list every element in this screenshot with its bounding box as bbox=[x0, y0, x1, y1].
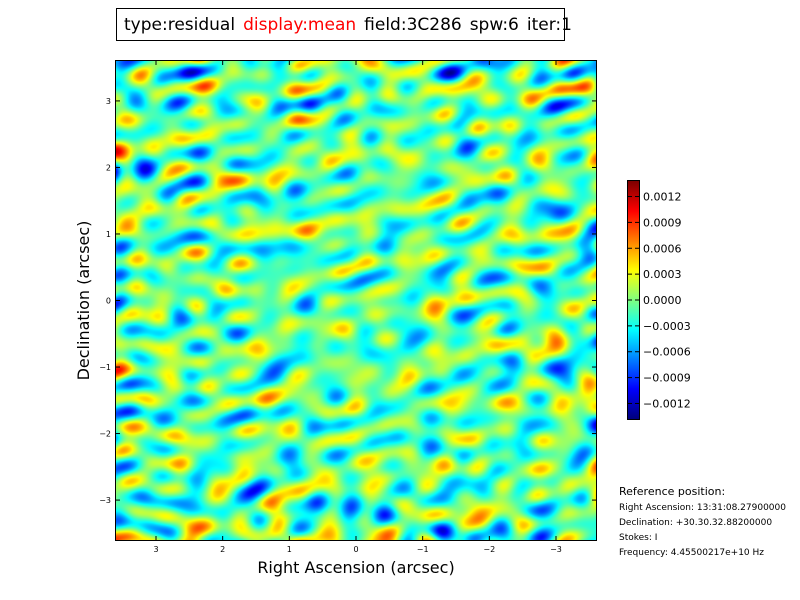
x-tick-label: −2 bbox=[483, 545, 495, 554]
title-spw: spw:6 bbox=[469, 14, 519, 35]
reference-position-panel: Reference position: Right Ascension: 13:… bbox=[619, 485, 786, 561]
x-axis-label: Right Ascension (arcsec) bbox=[257, 558, 454, 577]
y-tick-label: 2 bbox=[106, 163, 111, 172]
reference-ra: Right Ascension: 13:31:08.27900000 bbox=[619, 503, 786, 513]
reference-dec: Declination: +30.30.32.88200000 bbox=[619, 518, 773, 528]
residual-heatmap[interactable] bbox=[116, 61, 596, 540]
reference-stokes: Stokes: I bbox=[619, 533, 658, 543]
x-tick-label: 2 bbox=[220, 545, 225, 554]
y-axis-label: Declination (arcsec) bbox=[74, 221, 93, 381]
x-tick-label: 1 bbox=[287, 545, 292, 554]
reference-frequency: Frequency: 4.45500217e+10 Hz bbox=[619, 548, 765, 558]
colorbar-gradient bbox=[628, 181, 639, 419]
x-tick-label: −3 bbox=[550, 545, 562, 554]
y-tick-label: −1 bbox=[99, 363, 111, 372]
title-display: display:mean bbox=[243, 14, 357, 35]
y-tick-label: −2 bbox=[99, 430, 111, 439]
title-type: type:residual bbox=[124, 14, 236, 35]
y-tick-label: 0 bbox=[106, 297, 111, 306]
y-tick-label: 1 bbox=[106, 230, 111, 239]
y-tick-label: −3 bbox=[99, 496, 111, 505]
x-tick-label: 3 bbox=[153, 545, 158, 554]
title-iter: iter:1 bbox=[526, 14, 572, 35]
plot-title-box: type:residual display:mean field:3C286 s… bbox=[116, 8, 572, 41]
reference-title: Reference position: bbox=[619, 485, 726, 498]
plot-area[interactable] bbox=[115, 60, 597, 541]
colorbar bbox=[627, 180, 640, 420]
x-tick-label: 0 bbox=[353, 545, 358, 554]
x-tick-label: −1 bbox=[417, 545, 429, 554]
title-field: field:3C286 bbox=[364, 14, 462, 35]
y-tick-label: 3 bbox=[106, 97, 111, 106]
